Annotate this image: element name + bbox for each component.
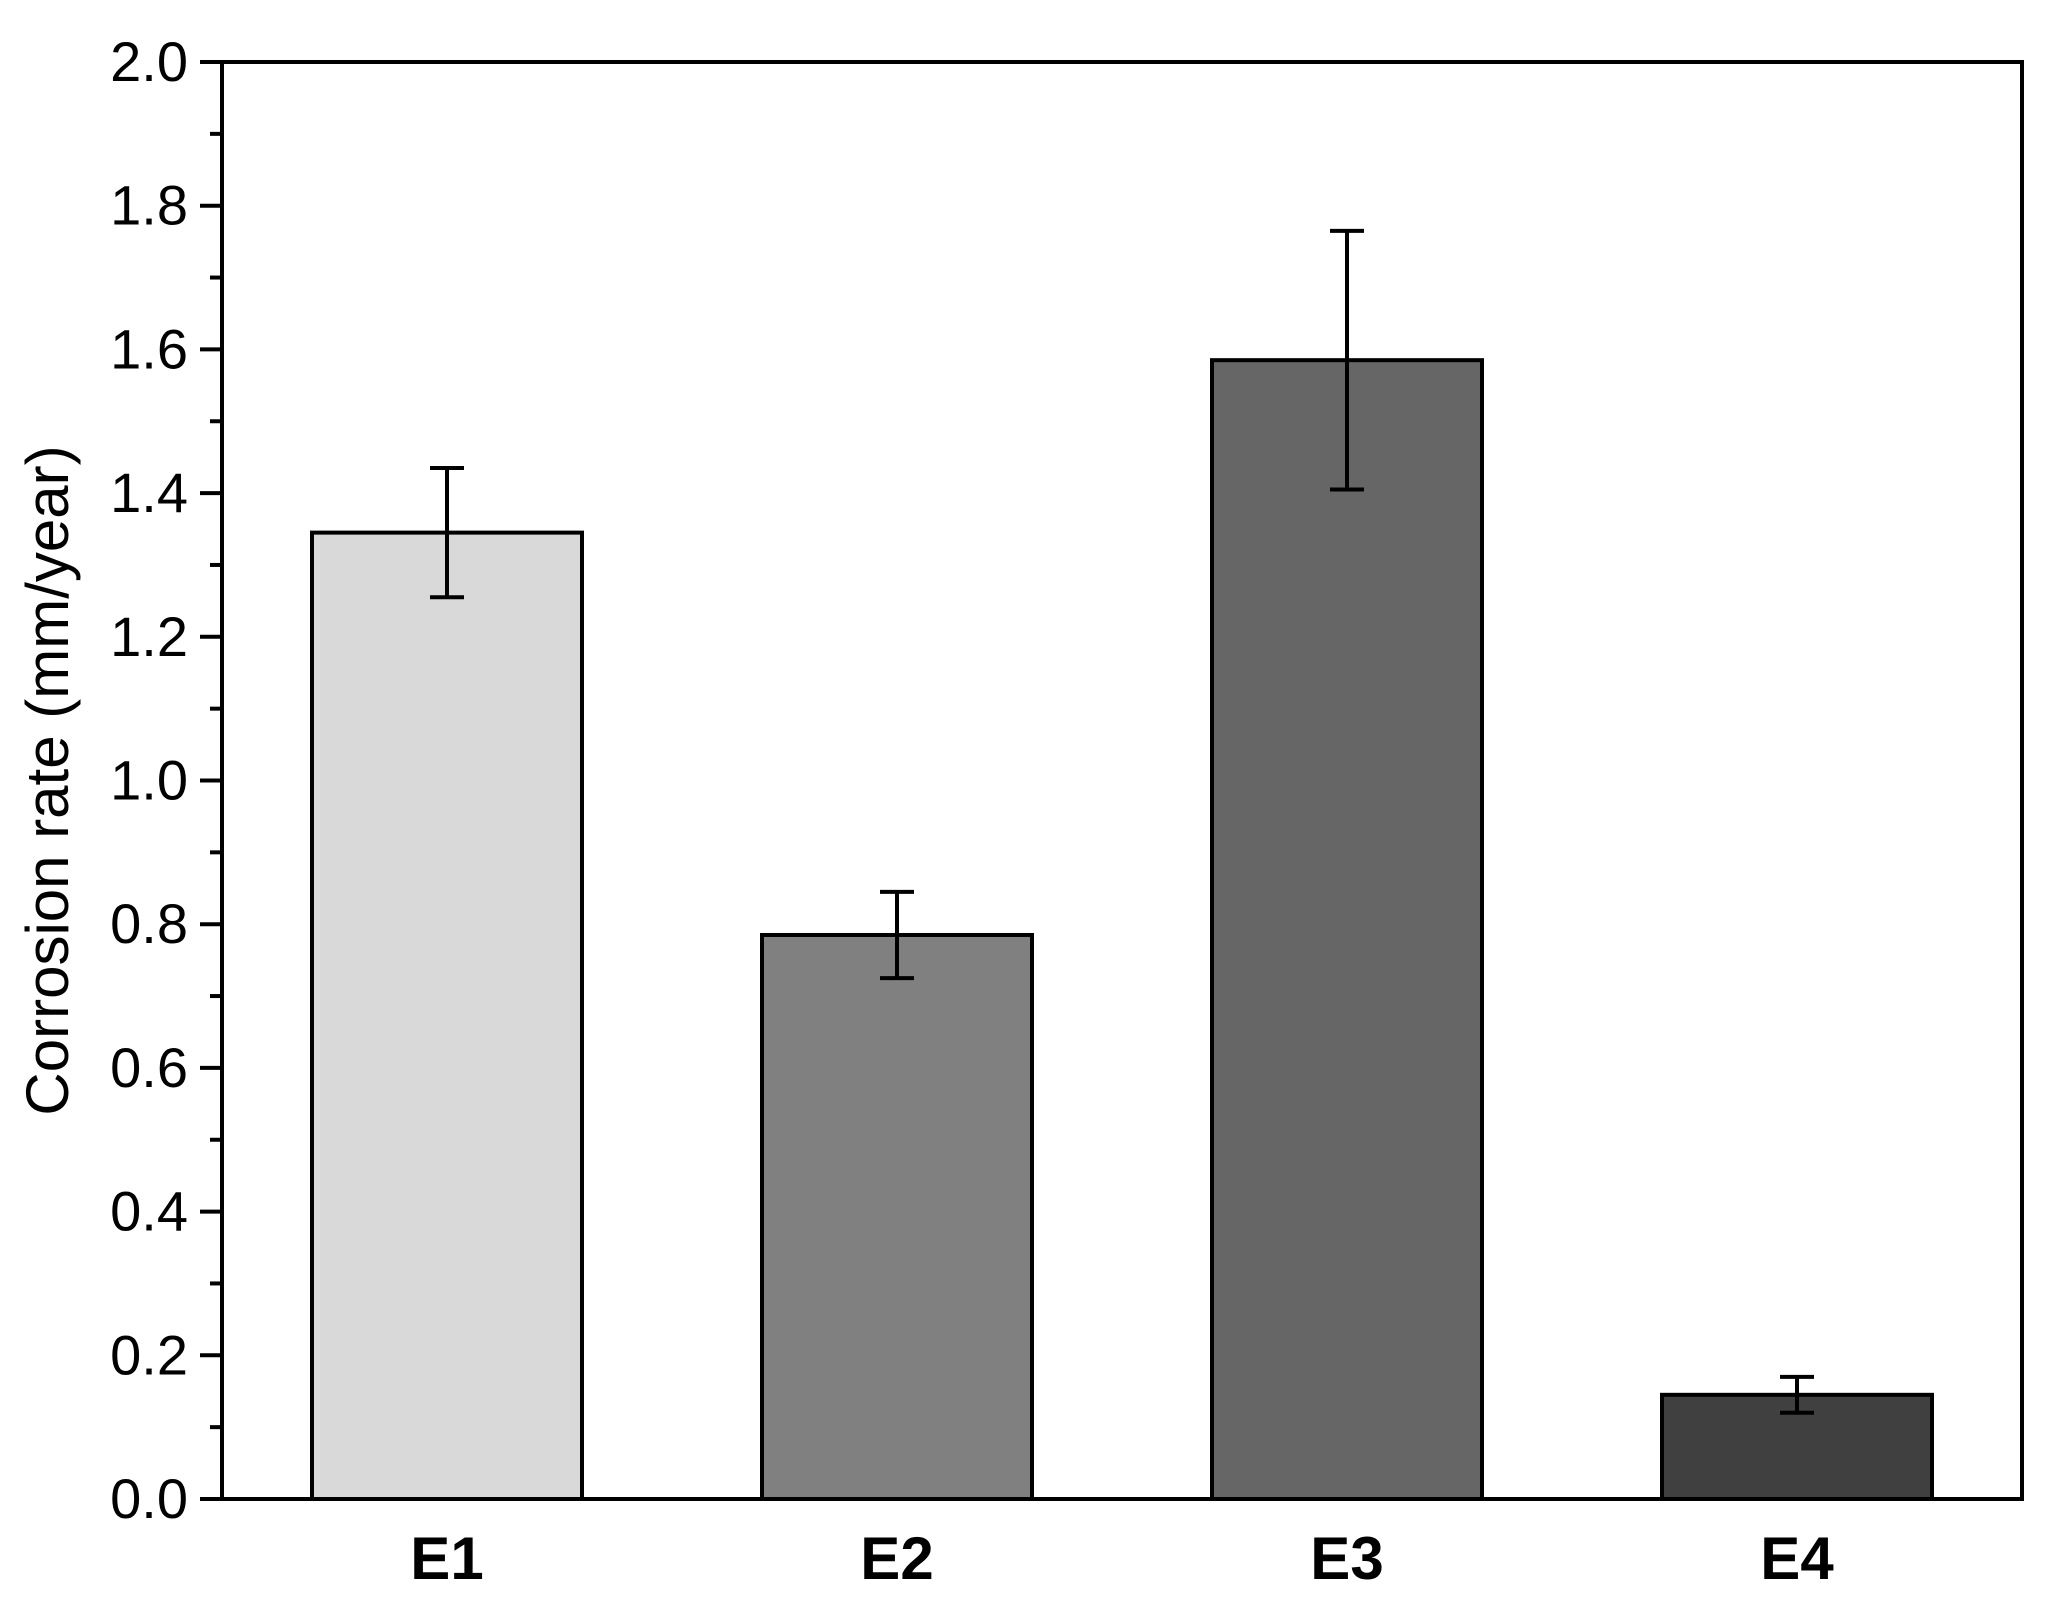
x-category-label: E2 [860,1525,933,1592]
bars-layer [310,358,1934,1502]
x-category-label: E1 [410,1525,483,1592]
y-tick-label: 1.4 [110,461,188,524]
bar-e3 [1210,358,1484,1501]
x-category-label: E3 [1310,1525,1383,1592]
x-labels-layer: E1 E2 E3 E4 [410,1525,1834,1592]
y-ticks-layer: 0.0 0.2 0.4 0.6 0.8 1.0 1.2 1.4 1.6 1.8 2.0 [110,30,222,1530]
y-tick-label: 0.8 [110,892,188,955]
y-tick-label: 0.6 [110,1036,188,1099]
y-tick-label: 0.4 [110,1180,188,1243]
y-tick-label: 1.0 [110,749,188,812]
y-axis-title: Corrosion rate (mm/year) [14,445,81,1115]
x-category-label: E4 [1760,1525,1834,1592]
y-tick-label: 0.2 [110,1323,188,1386]
error-bars-layer [430,228,1814,1415]
y-tick-label: 1.8 [110,174,188,237]
y-tick-label: 1.2 [110,605,188,668]
y-tick-label: 1.6 [110,317,188,380]
y-tick-label: 2.0 [110,30,188,93]
y-tick-label: 0.0 [110,1467,188,1530]
bar-e1 [310,530,584,1501]
bar-e2 [760,932,1034,1501]
